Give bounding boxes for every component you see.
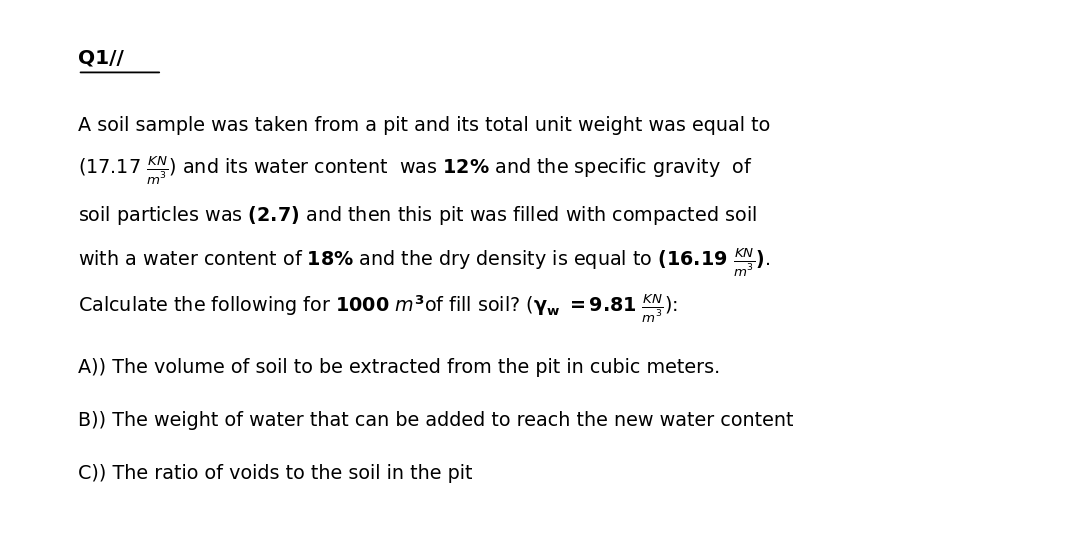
Text: B)) The weight of water that can be added to reach the new water content: B)) The weight of water that can be adde… [78,411,793,430]
Text: A)) The volume of soil to be extracted from the pit in cubic meters.: A)) The volume of soil to be extracted f… [78,358,720,377]
Text: Calculate the following for $\mathbf{1000}$ $\mathbf{\mathit{m}^3}$of fill soil?: Calculate the following for $\mathbf{100… [78,293,678,325]
Text: A soil sample was taken from a pit and its total unit weight was equal to: A soil sample was taken from a pit and i… [78,116,770,135]
Text: C)) The ratio of voids to the soil in the pit: C)) The ratio of voids to the soil in th… [78,464,472,483]
Text: soil particles was $\mathbf{(2.7)}$ and then this pit was filled with compacted : soil particles was $\mathbf{(2.7)}$ and … [78,204,757,227]
Text: Q1//: Q1// [78,49,123,68]
Text: with a water content of $\mathbf{18\%}$ and the dry density is equal to $\mathbf: with a water content of $\mathbf{18\%}$ … [78,247,770,279]
Text: (17.17 $\frac{KN}{m^3}$) and its water content  was $\mathbf{12\%}$ and the spec: (17.17 $\frac{KN}{m^3}$) and its water c… [78,155,752,187]
